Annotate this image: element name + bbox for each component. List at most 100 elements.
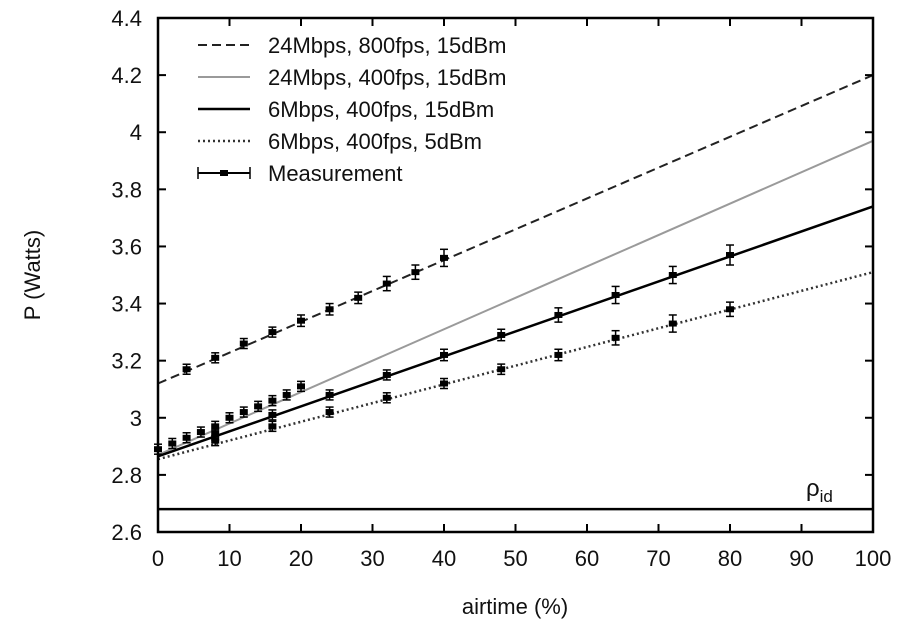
x-tick-label: 0 xyxy=(152,546,164,571)
measurement-point xyxy=(182,363,191,375)
measurement-point xyxy=(268,409,277,421)
measurement-marker xyxy=(325,409,334,416)
measurement-point xyxy=(211,434,220,447)
y-tick-label: 4.4 xyxy=(111,6,142,31)
measurement-marker xyxy=(239,409,248,416)
measurement-point xyxy=(196,426,205,438)
measurement-point xyxy=(726,244,734,266)
measurement-marker xyxy=(211,437,220,444)
measurement-point xyxy=(382,275,391,292)
measurement-marker xyxy=(382,280,391,287)
plot-area xyxy=(154,74,874,511)
measurement-marker xyxy=(354,294,363,301)
measurement-point xyxy=(225,412,234,424)
series-line-4 xyxy=(157,270,874,461)
measurement-point xyxy=(182,432,191,444)
x-tick-label: 70 xyxy=(646,546,670,571)
measurement-point xyxy=(411,264,420,281)
measurement-marker xyxy=(411,269,420,276)
x-tick-label: 10 xyxy=(217,546,241,571)
plot-frame xyxy=(156,16,875,534)
x-axis: 0 10 20 30 40 50 60 70 80 90 100 xyxy=(152,18,891,571)
measurement-point xyxy=(440,377,448,390)
measurement-point xyxy=(297,314,305,328)
legend-label-4: 6Mbps, 400fps, 5dBm xyxy=(268,129,482,154)
measurement-point xyxy=(726,301,734,318)
measurement-point xyxy=(325,389,334,401)
legend: 24Mbps, 800fps, 15dBm 24Mbps, 400fps, 15d… xyxy=(197,33,506,186)
series-line-2 xyxy=(157,139,874,456)
x-tick-label: 30 xyxy=(360,546,384,571)
measurement-marker xyxy=(325,306,334,313)
measurement-marker xyxy=(268,397,277,404)
measurement-point xyxy=(668,265,677,285)
measurement-marker xyxy=(196,429,205,436)
measurement-marker xyxy=(182,434,191,441)
legend-label-measurement: Measurement xyxy=(268,161,403,186)
measurement-point xyxy=(611,329,620,346)
x-tick-label: 20 xyxy=(289,546,313,571)
measurement-point xyxy=(239,337,248,350)
measurement-marker xyxy=(254,403,263,410)
measurement-marker xyxy=(382,371,391,378)
measurement-marker xyxy=(268,423,277,430)
y-tick-label: 3 xyxy=(130,406,142,431)
series-line-1 xyxy=(157,74,874,385)
measurement-point xyxy=(168,437,177,450)
series-line-3 xyxy=(157,205,874,458)
y-axis: 2.6 2.8 3 3.2 3.4 3.6 3.8 4 4.2 4.4 xyxy=(111,6,873,545)
y-tick-label: 3.8 xyxy=(111,177,142,202)
measurement-point xyxy=(497,328,506,342)
measurement-marker xyxy=(611,291,620,298)
measurement-point xyxy=(239,406,248,418)
measurement-point xyxy=(268,420,277,433)
measurement-point xyxy=(440,348,448,362)
measurement-marker xyxy=(668,320,677,327)
measurement-point xyxy=(554,348,563,362)
measurement-point xyxy=(268,326,277,338)
measurement-marker xyxy=(282,391,291,398)
y-axis-label: P (Watts) xyxy=(20,230,45,320)
measurement-marker xyxy=(268,411,277,418)
measurement-marker xyxy=(297,383,305,390)
measurement-point xyxy=(382,392,391,404)
measurement-marker xyxy=(440,380,448,387)
measurement-point xyxy=(325,406,334,418)
measurement-marker xyxy=(440,254,448,261)
measurement-point xyxy=(382,369,391,381)
measurement-marker xyxy=(554,351,563,358)
measurement-marker xyxy=(211,354,220,361)
x-tick-label: 90 xyxy=(789,546,813,571)
measurement-marker xyxy=(497,366,506,373)
reference-line-label-main: ρ xyxy=(806,475,820,502)
reference-line-label: ρid xyxy=(806,475,833,506)
legend-label-2: 24Mbps, 400fps, 15dBm xyxy=(268,65,506,90)
measurement-point xyxy=(268,394,277,407)
measurement-marker xyxy=(268,329,277,336)
measurement-marker xyxy=(239,340,248,347)
measurement-point xyxy=(254,400,263,413)
x-tick-label: 50 xyxy=(503,546,527,571)
measurement-marker xyxy=(211,423,220,430)
y-tick-label: 3.6 xyxy=(111,234,142,259)
measurement-marker xyxy=(225,414,234,421)
measurement-point xyxy=(668,314,677,333)
measurement-marker xyxy=(554,311,563,318)
legend-label-1: 24Mbps, 800fps, 15dBm xyxy=(268,33,506,58)
measurement-marker xyxy=(497,331,506,338)
measurement-marker xyxy=(168,440,177,447)
measurement-point xyxy=(497,363,506,376)
measurement-marker xyxy=(297,317,305,324)
legend-label-3: 6Mbps, 400fps, 15dBm xyxy=(268,97,494,122)
measurement-marker xyxy=(726,306,734,313)
measurement-point xyxy=(554,307,563,323)
measurement-marker xyxy=(382,394,391,401)
y-tick-label: 4.2 xyxy=(111,63,142,88)
reference-line-label-sub: id xyxy=(820,487,833,506)
measurement-point xyxy=(282,389,291,401)
measurement-point xyxy=(440,248,448,268)
x-tick-label: 40 xyxy=(432,546,456,571)
y-tick-label: 2.6 xyxy=(111,520,142,545)
measurement-point xyxy=(325,302,334,316)
